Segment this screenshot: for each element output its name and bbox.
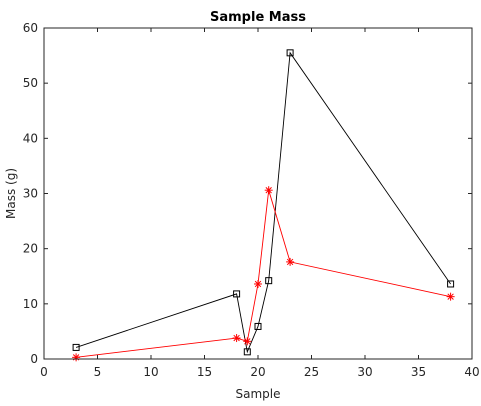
series-2-point <box>243 337 252 346</box>
asterisk-stroke <box>244 338 251 345</box>
series-layer <box>72 49 455 362</box>
y-tick-label: 60 <box>23 21 38 35</box>
series-1-point <box>286 49 294 57</box>
y-tick-label: 40 <box>23 131 38 145</box>
series-1-point <box>233 290 241 298</box>
series-1-point <box>254 322 262 330</box>
series-2-point <box>232 334 241 343</box>
y-axis-label: Mass (g) <box>4 168 18 219</box>
tick-layer: 0 5 10 15 20 25 30 35 40 0 10 20 30 40 50 60 <box>23 21 480 379</box>
series-2-point <box>264 186 273 195</box>
y-tick-label: 20 <box>23 242 38 256</box>
x-tick-label: 40 <box>464 365 479 379</box>
asterisk-stroke <box>265 187 272 194</box>
x-tick-label: 35 <box>411 365 426 379</box>
x-tick-label: 0 <box>40 365 48 379</box>
x-tick-label: 5 <box>94 365 102 379</box>
x-tick-label: 30 <box>357 365 372 379</box>
x-tick-label: 20 <box>250 365 265 379</box>
series-2 <box>72 186 455 362</box>
x-tick-label: 15 <box>197 365 212 379</box>
x-tick-label: 25 <box>304 365 319 379</box>
x-axis-label: Sample <box>236 387 281 401</box>
series-1-point <box>243 348 251 356</box>
series-2-point <box>72 353 81 362</box>
asterisk-stroke <box>233 334 240 342</box>
series-1-point <box>72 343 80 351</box>
series-1-point <box>265 277 273 285</box>
y-tick-label: 10 <box>23 297 38 311</box>
y-tick-label: 50 <box>23 76 38 90</box>
series-1 <box>72 49 455 356</box>
y-tick-label: 0 <box>30 352 38 366</box>
chart-title: Sample Mass <box>210 10 306 25</box>
asterisk-stroke <box>286 258 294 266</box>
plot-background <box>44 28 472 359</box>
series-2-point <box>254 279 262 288</box>
series-2-point <box>446 292 455 301</box>
series-2-point <box>286 257 295 266</box>
y-tick-label: 30 <box>23 187 38 201</box>
x-tick-label: 10 <box>143 365 158 379</box>
series-1-line <box>75 51 451 354</box>
asterisk-stroke <box>447 293 454 300</box>
asterisk-stroke <box>254 280 262 288</box>
series-1-point <box>447 280 455 288</box>
